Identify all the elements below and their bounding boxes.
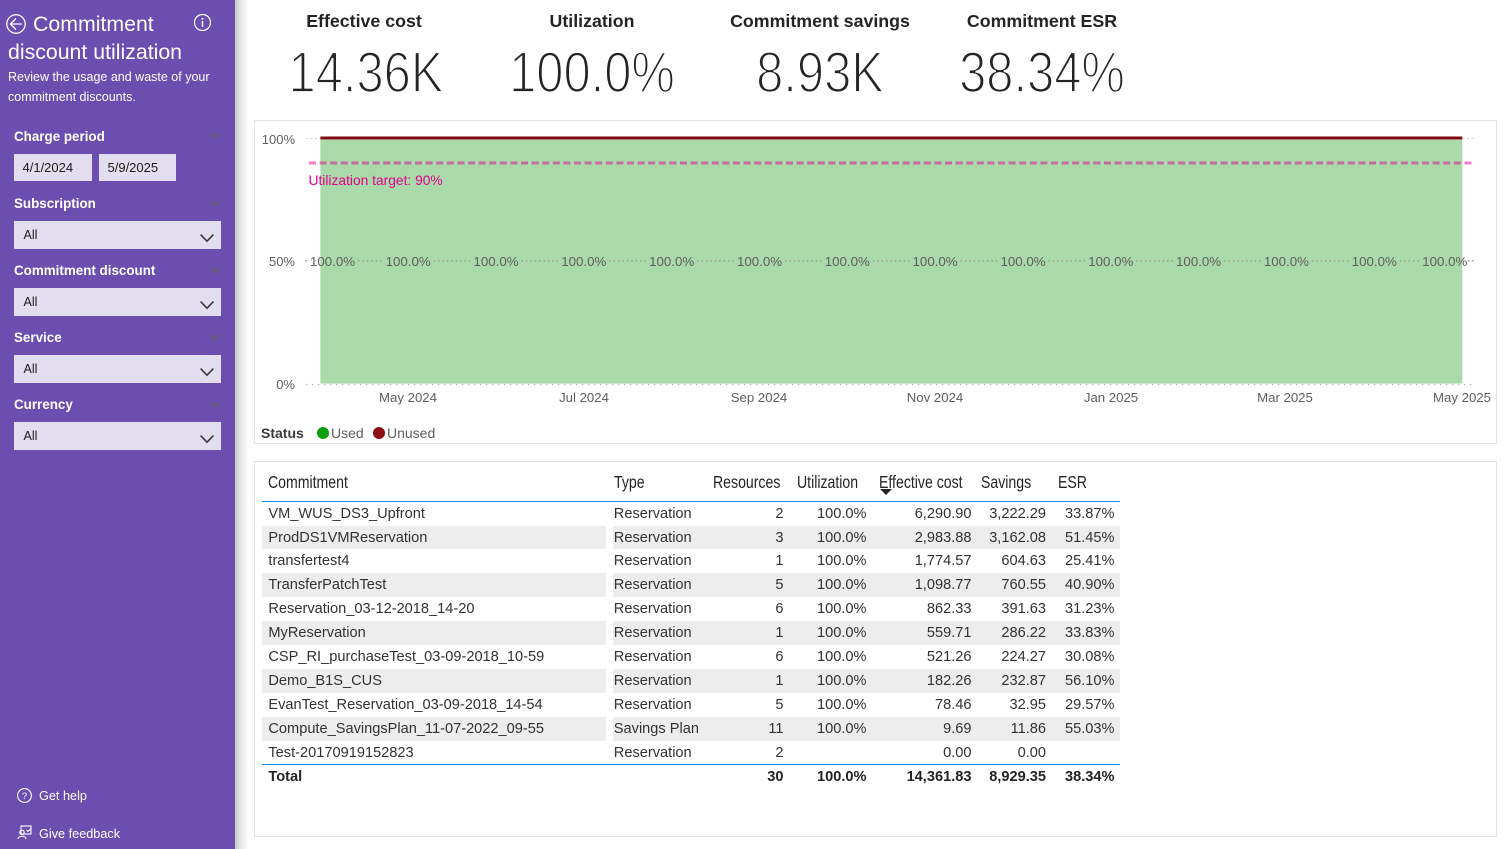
svg-text:?: ? [22, 791, 27, 802]
